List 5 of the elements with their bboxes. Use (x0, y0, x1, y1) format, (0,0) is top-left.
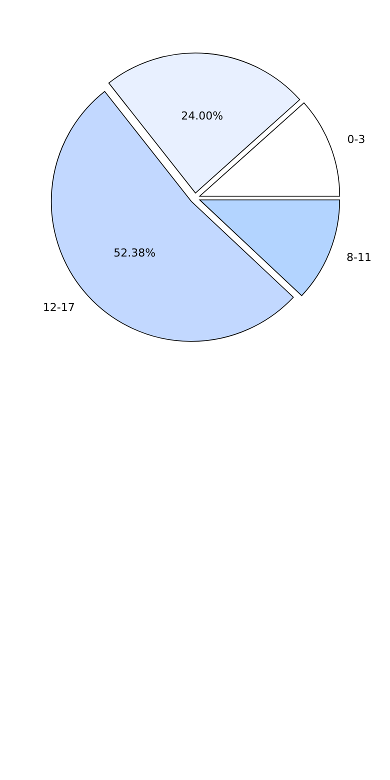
slice-label: 12-17 (42, 301, 75, 314)
data-label: 52.38% (114, 246, 156, 260)
slice-label: 0-3 (347, 132, 366, 146)
slice-label: 8-11 (346, 251, 372, 264)
data-label: 24.00% (181, 109, 224, 122)
